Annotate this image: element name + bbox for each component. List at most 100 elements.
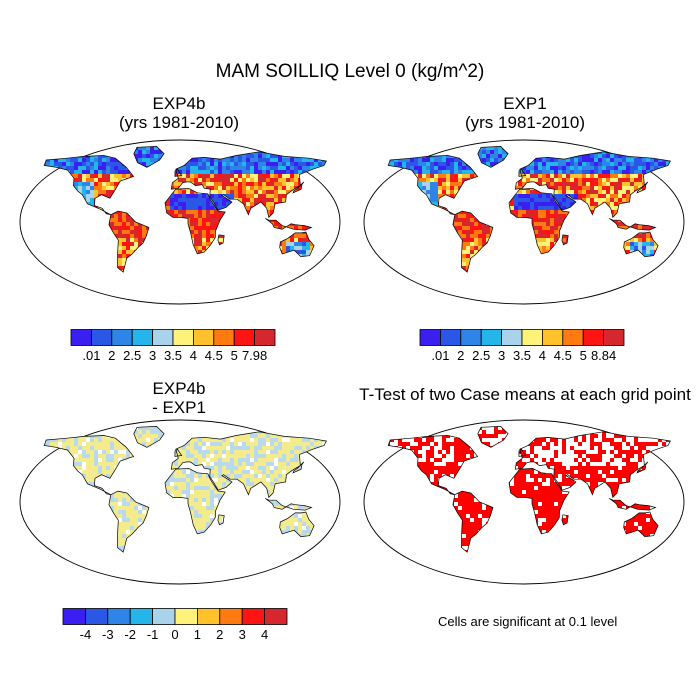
map-diff-coastline-greenland bbox=[133, 426, 165, 448]
map-exp1-coastline-northAmerica bbox=[387, 155, 479, 216]
colorbar-diff-label: 3 bbox=[238, 627, 246, 642]
colorbar-exp4b-label: 7.98 bbox=[241, 348, 268, 363]
colorbar-exp4b-swatches bbox=[70, 329, 276, 346]
colorbar-diff-swatch bbox=[62, 608, 86, 625]
map-diff-coastline-northAmerica bbox=[43, 435, 135, 496]
colorbar-exp4b-label: 3 bbox=[148, 348, 157, 363]
map-ttest-coastline-northAmerica bbox=[387, 435, 479, 496]
colorbar-diff-label: -3 bbox=[102, 627, 114, 642]
colorbar-exp4b-swatch bbox=[111, 329, 133, 346]
map-exp4b-coastline-japan bbox=[292, 181, 305, 194]
panel-title-ttest: T-Test of two Case means at each grid po… bbox=[359, 385, 691, 404]
colorbar-exp1-swatch bbox=[480, 329, 503, 346]
colorbar-diff: -4 -3 -2 -1 0 1 2 3 4 bbox=[62, 608, 288, 642]
colorbar-exp4b-label: 5 bbox=[230, 348, 238, 363]
map-diff-coastline-australia bbox=[279, 511, 315, 537]
map-exp4b-coastline-greenland bbox=[133, 146, 165, 168]
map-exp4b-coastline-uk bbox=[174, 168, 183, 177]
map-exp1-coastline-madagascar bbox=[561, 234, 569, 246]
colorbar-exp1-label: 8.84 bbox=[590, 348, 617, 363]
map-ttest-coastline-africa bbox=[508, 467, 570, 535]
colorbar-exp1-swatches bbox=[419, 329, 625, 346]
colorbar-exp1-swatch bbox=[542, 329, 564, 346]
colorbar-exp1: .01 2 2.5 3 3.5 4 4.5 5 8.84 bbox=[419, 329, 625, 363]
map-ttest-coastline-australia bbox=[623, 511, 659, 537]
panel-title-exp4b-line2: (yrs 1981-2010) bbox=[118, 113, 239, 132]
panel-title-exp4b-line1: EXP4b bbox=[152, 94, 206, 113]
map-exp4b-coastline-indonesia bbox=[265, 218, 313, 231]
colorbar-exp4b-swatch bbox=[131, 329, 154, 346]
colorbar-diff-swatch bbox=[196, 608, 221, 625]
colorbar-exp1-swatch bbox=[419, 329, 441, 346]
colorbar-diff-swatch bbox=[219, 608, 243, 625]
colorbar-exp1-label: 3 bbox=[497, 348, 506, 363]
map-exp1-coastline-greenland bbox=[477, 146, 509, 168]
colorbar-exp1-swatch bbox=[439, 329, 462, 346]
panel-title-diff: EXP4b - EXP1 bbox=[59, 379, 299, 417]
colorbar-diff-label: -4 bbox=[79, 627, 92, 642]
map-ttest-coastline-japan bbox=[636, 461, 649, 474]
colorbar-exp1-swatch bbox=[521, 329, 543, 346]
colorbar-exp1-label: 2 bbox=[457, 348, 465, 363]
figure-title: MAM SOILLIQ Level 0 (kg/m^2) bbox=[215, 61, 485, 82]
map-diff-coastline-japan bbox=[292, 461, 305, 474]
map-ttest-coastline-eurasia bbox=[514, 431, 671, 499]
map-exp4b-coastline-africa bbox=[164, 187, 226, 255]
panel-title-exp1: EXP1 (yrs 1981-2010) bbox=[405, 94, 645, 132]
map-exp1-coastline-uk bbox=[518, 168, 527, 177]
colorbar-exp4b-label: 2 bbox=[108, 348, 116, 363]
map-exp4b-coastline-eurasia bbox=[170, 151, 327, 219]
map-exp4b bbox=[19, 139, 341, 305]
map-diff-coastline-uk bbox=[174, 448, 183, 457]
colorbar-diff-label: 1 bbox=[193, 627, 202, 642]
colorbar-exp1-label: 5 bbox=[579, 348, 587, 363]
colorbar-exp1-swatch bbox=[603, 329, 625, 346]
panel-title-diff-line1: EXP4b bbox=[152, 379, 206, 398]
map-exp1-coastline-australia bbox=[623, 231, 659, 257]
colorbar-exp1-swatch bbox=[460, 329, 482, 346]
colorbar-exp4b-swatch bbox=[233, 329, 255, 346]
colorbar-exp4b-label: 3.5 bbox=[163, 348, 183, 363]
colorbar-diff-swatch bbox=[107, 608, 131, 625]
colorbar-exp4b-swatch bbox=[152, 329, 174, 346]
colorbar-exp4b-swatch bbox=[172, 329, 194, 346]
colorbar-exp1-label: 3.5 bbox=[512, 348, 532, 363]
panel-title-exp4b: EXP4b (yrs 1981-2010) bbox=[59, 94, 299, 132]
colorbar-exp1-label: 4 bbox=[538, 348, 547, 363]
colorbar-exp1-label: 2.5 bbox=[472, 348, 491, 363]
colorbar-exp1-swatch bbox=[501, 329, 523, 346]
map-exp1-coastline-eurasia bbox=[514, 151, 671, 219]
colorbar-diff-label: -1 bbox=[146, 627, 159, 642]
colorbar-exp4b-swatch bbox=[254, 329, 276, 346]
map-exp1 bbox=[363, 139, 685, 305]
colorbar-diff-label: 4 bbox=[260, 627, 269, 642]
map-exp1-coastline-indonesia bbox=[609, 218, 657, 231]
map-diff-coastline-eurasia bbox=[170, 431, 327, 499]
colorbar-exp4b: .01 2 2.5 3 3.5 4 4.5 5 7.98 bbox=[70, 329, 276, 363]
colorbar-diff-label: 2 bbox=[216, 627, 224, 642]
colorbar-exp1-swatch bbox=[582, 329, 604, 346]
map-exp1-coastline-africa bbox=[508, 187, 570, 255]
colorbar-diff-label: -2 bbox=[124, 627, 136, 642]
map-ttest-coastline-greenland bbox=[477, 426, 509, 448]
map-diff-coastline-indonesia bbox=[265, 498, 313, 511]
map-diff-coastline-southAmerica bbox=[108, 490, 150, 553]
map-exp4b-coastline-australia bbox=[279, 231, 315, 257]
colorbar-exp4b-swatch bbox=[213, 329, 235, 346]
colorbar-diff-swatch bbox=[84, 608, 109, 625]
significance-note: Cells are significant at 0.1 level bbox=[438, 614, 618, 629]
map-ttest-coastline-southAmerica bbox=[452, 490, 494, 553]
map-ttest-coastline-madagascar bbox=[561, 514, 569, 526]
map-exp1-coastline-japan bbox=[636, 181, 649, 194]
map-exp4b-coastline-northAmerica bbox=[43, 155, 135, 216]
colorbar-exp4b-label: .01 bbox=[82, 348, 101, 363]
map-ttest-coastline-uk bbox=[518, 448, 527, 457]
colorbar-diff-label: 0 bbox=[171, 627, 179, 642]
map-ttest bbox=[363, 419, 685, 585]
panel-title-exp1-line1: EXP1 bbox=[503, 94, 547, 113]
panel-title-diff-line2: - EXP1 bbox=[152, 398, 206, 417]
colorbar-diff-swatch bbox=[241, 608, 265, 625]
colorbar-diff-swatch bbox=[174, 608, 198, 625]
map-diff bbox=[19, 419, 341, 585]
map-ttest-coastline-indonesia bbox=[609, 498, 657, 511]
